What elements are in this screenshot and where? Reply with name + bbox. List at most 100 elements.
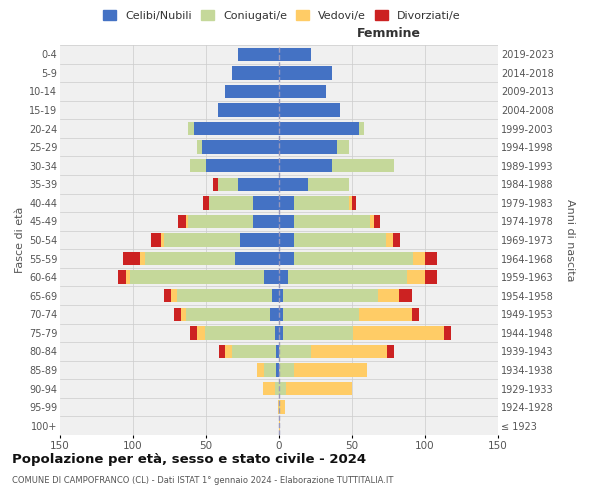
Bar (311, 344, 387, 358)
Bar (214, 178, 218, 191)
Bar (225, 84, 279, 98)
Bar (265, 270, 279, 284)
Bar (444, 326, 451, 340)
Bar (276, 364, 279, 376)
Bar (279, 382, 286, 396)
Bar (232, 344, 276, 358)
Bar (288, 270, 407, 284)
Bar (257, 364, 265, 376)
Bar (194, 122, 279, 136)
Bar (293, 196, 349, 209)
Bar (279, 308, 283, 321)
Bar (209, 196, 253, 209)
Bar (279, 419, 280, 432)
Bar (140, 252, 145, 266)
Bar (218, 178, 238, 191)
Bar (232, 66, 279, 80)
Bar (275, 382, 279, 396)
Bar (151, 234, 161, 246)
Bar (263, 382, 275, 396)
Bar (359, 308, 412, 321)
Bar (387, 344, 394, 358)
Bar (293, 214, 370, 228)
Bar (378, 289, 399, 302)
Bar (174, 308, 181, 321)
Bar (349, 196, 352, 209)
Bar (279, 289, 283, 302)
Bar (280, 400, 285, 414)
Bar (283, 289, 378, 302)
Bar (185, 214, 188, 228)
Bar (399, 289, 412, 302)
Bar (253, 196, 279, 209)
Bar (283, 308, 359, 321)
Bar (279, 178, 308, 191)
Bar (279, 214, 293, 228)
Bar (353, 326, 444, 340)
Bar (190, 159, 206, 172)
Bar (164, 289, 171, 302)
Bar (185, 308, 270, 321)
Bar (235, 252, 279, 266)
Bar (293, 364, 367, 376)
Bar (178, 214, 185, 228)
Bar (202, 140, 279, 154)
Bar (225, 344, 232, 358)
Bar (279, 84, 326, 98)
Bar (337, 140, 349, 154)
Bar (130, 270, 265, 284)
Bar (188, 214, 253, 228)
Bar (218, 104, 279, 117)
Bar (188, 122, 194, 136)
Bar (279, 344, 311, 358)
Bar (374, 214, 380, 228)
Bar (118, 270, 126, 284)
Bar (359, 122, 364, 136)
Bar (126, 270, 130, 284)
Bar (190, 326, 197, 340)
Bar (181, 308, 185, 321)
Bar (425, 252, 437, 266)
Bar (205, 326, 275, 340)
Bar (332, 159, 394, 172)
Bar (171, 289, 177, 302)
Bar (265, 364, 276, 376)
Bar (279, 234, 293, 246)
Bar (161, 234, 164, 246)
Y-axis label: Anni di nascita: Anni di nascita (565, 198, 575, 281)
Bar (279, 326, 283, 340)
Bar (279, 48, 311, 61)
Bar (413, 252, 425, 266)
Bar (412, 308, 419, 321)
Bar (219, 344, 225, 358)
Bar (145, 252, 235, 266)
Bar (279, 159, 332, 172)
Bar (293, 234, 386, 246)
Bar (123, 252, 140, 266)
Bar (279, 400, 280, 414)
Bar (279, 66, 332, 80)
Bar (279, 252, 293, 266)
Bar (352, 196, 356, 209)
Bar (197, 140, 202, 154)
Bar (278, 400, 279, 414)
Bar (239, 234, 279, 246)
Bar (203, 196, 209, 209)
Bar (279, 122, 359, 136)
Bar (279, 104, 340, 117)
Bar (370, 214, 374, 228)
Y-axis label: Fasce di età: Fasce di età (14, 207, 25, 273)
Bar (293, 252, 413, 266)
Bar (276, 344, 279, 358)
Bar (238, 48, 279, 61)
Bar (279, 270, 288, 284)
Bar (253, 214, 279, 228)
Bar (270, 308, 279, 321)
Text: COMUNE DI CAMPOFRANCO (CL) - Dati ISTAT 1° gennaio 2024 - Elaborazione TUTTITALI: COMUNE DI CAMPOFRANCO (CL) - Dati ISTAT … (12, 476, 394, 485)
Bar (386, 234, 393, 246)
Bar (164, 234, 239, 246)
Bar (283, 326, 353, 340)
Bar (279, 140, 337, 154)
Bar (393, 234, 400, 246)
Bar (308, 178, 349, 191)
